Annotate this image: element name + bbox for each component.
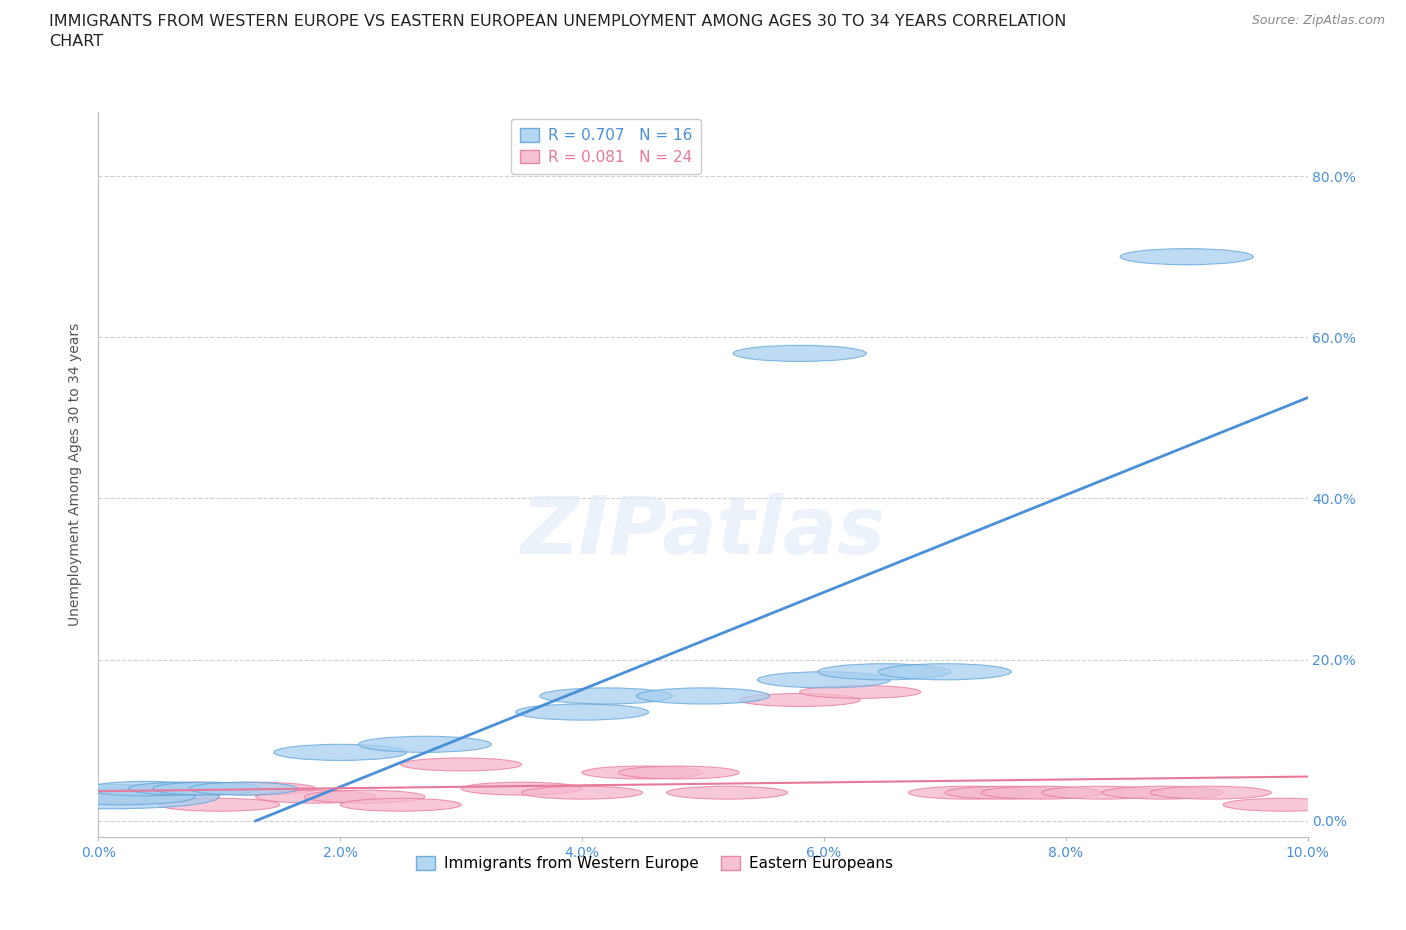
Ellipse shape bbox=[461, 782, 582, 795]
Ellipse shape bbox=[51, 789, 195, 804]
Ellipse shape bbox=[86, 781, 207, 796]
Ellipse shape bbox=[129, 782, 238, 795]
Ellipse shape bbox=[666, 786, 787, 799]
Ellipse shape bbox=[1121, 248, 1253, 265]
Ellipse shape bbox=[195, 782, 316, 795]
Ellipse shape bbox=[740, 694, 860, 707]
Ellipse shape bbox=[256, 790, 377, 804]
Text: IMMIGRANTS FROM WESTERN EUROPE VS EASTERN EUROPEAN UNEMPLOYMENT AMONG AGES 30 TO: IMMIGRANTS FROM WESTERN EUROPE VS EASTER… bbox=[49, 14, 1067, 29]
Ellipse shape bbox=[359, 737, 492, 752]
Ellipse shape bbox=[340, 798, 461, 811]
Ellipse shape bbox=[1102, 786, 1223, 799]
Ellipse shape bbox=[135, 782, 256, 795]
Ellipse shape bbox=[159, 798, 280, 811]
Ellipse shape bbox=[51, 790, 172, 804]
Y-axis label: Unemployment Among Ages 30 to 34 years: Unemployment Among Ages 30 to 34 years bbox=[69, 323, 83, 626]
Ellipse shape bbox=[1150, 786, 1271, 799]
Ellipse shape bbox=[818, 664, 950, 680]
Ellipse shape bbox=[879, 664, 1011, 680]
Ellipse shape bbox=[190, 782, 298, 795]
Legend: Immigrants from Western Europe, Eastern Europeans: Immigrants from Western Europe, Eastern … bbox=[408, 846, 903, 880]
Ellipse shape bbox=[153, 782, 262, 795]
Ellipse shape bbox=[1223, 798, 1344, 811]
Text: Source: ZipAtlas.com: Source: ZipAtlas.com bbox=[1251, 14, 1385, 27]
Ellipse shape bbox=[274, 744, 406, 761]
Ellipse shape bbox=[582, 766, 703, 779]
Ellipse shape bbox=[800, 685, 921, 698]
Ellipse shape bbox=[945, 786, 1066, 799]
Ellipse shape bbox=[758, 671, 890, 688]
Ellipse shape bbox=[734, 345, 866, 362]
Ellipse shape bbox=[522, 786, 643, 799]
Ellipse shape bbox=[981, 786, 1102, 799]
Ellipse shape bbox=[637, 688, 769, 704]
Ellipse shape bbox=[98, 790, 219, 804]
Text: CHART: CHART bbox=[49, 34, 103, 49]
Ellipse shape bbox=[1, 785, 219, 809]
Ellipse shape bbox=[1042, 786, 1163, 799]
Ellipse shape bbox=[619, 766, 740, 779]
Ellipse shape bbox=[75, 790, 195, 804]
Text: ZIPatlas: ZIPatlas bbox=[520, 493, 886, 571]
Ellipse shape bbox=[304, 790, 425, 804]
Ellipse shape bbox=[540, 688, 672, 704]
Ellipse shape bbox=[401, 758, 522, 771]
Ellipse shape bbox=[516, 704, 648, 720]
Ellipse shape bbox=[908, 786, 1029, 799]
